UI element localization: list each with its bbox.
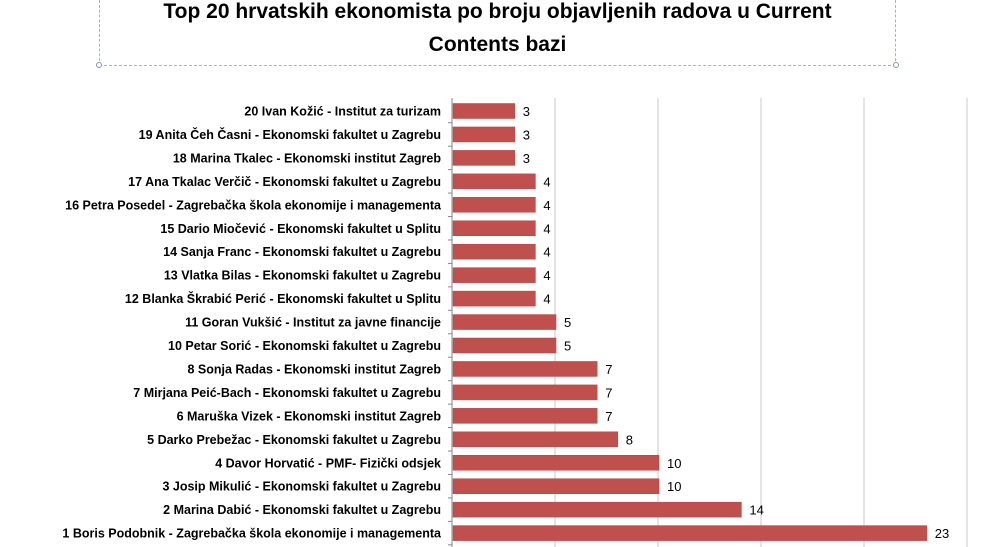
bar [452, 267, 536, 283]
data-label: 7 [605, 385, 612, 400]
category-label: 5 Darko Prebežac - Ekonomski fakultet u … [147, 433, 441, 447]
bar [452, 431, 619, 448]
data-label: 4 [543, 268, 550, 283]
category-label: 15 Dario Miočević - Ekonomski fakultet u… [160, 222, 441, 236]
bar [452, 384, 598, 401]
resize-handle-left[interactable] [96, 62, 102, 68]
bar [452, 197, 536, 213]
data-label: 8 [626, 432, 633, 447]
bar [452, 314, 557, 330]
data-label: 10 [667, 479, 681, 494]
data-label: 3 [523, 127, 530, 142]
grid-lines [448, 98, 968, 547]
data-label: 5 [564, 339, 571, 354]
category-label: 20 Ivan Kožić - Institut za turizam [244, 105, 441, 119]
data-label: 4 [543, 174, 550, 189]
bar [452, 290, 536, 307]
bar [452, 126, 516, 143]
data-label: 4 [543, 221, 550, 236]
resize-handle-right[interactable] [893, 62, 899, 68]
category-label: 6 Maruška Vizek - Ekonomski institut Zag… [177, 409, 442, 423]
bar [452, 408, 598, 424]
data-label: 4 [543, 198, 550, 213]
category-label: 10 Petar Sorić - Ekonomski fakultet u Za… [168, 339, 441, 353]
category-label: 16 Petra Posedel - Zagrebačka škola ekon… [65, 198, 442, 212]
category-label: 14 Sanja Franc - Ekonomski fakultet u Za… [163, 245, 441, 259]
data-label: 4 [543, 245, 550, 260]
data-label: 3 [523, 151, 530, 166]
bars [452, 103, 928, 541]
chart-title: Top 20 hrvatskih ekonomista po broju obj… [163, 0, 832, 56]
bar [452, 525, 928, 541]
bar [452, 501, 742, 518]
bar [452, 220, 536, 236]
data-label: 10 [667, 456, 681, 471]
data-label: 4 [543, 292, 550, 307]
chart-title-frame[interactable] [96, 0, 899, 68]
bar [452, 103, 516, 119]
category-label: 13 Vlatka Bilas - Ekonomski fakultet u Z… [164, 269, 441, 283]
data-label: 14 [749, 503, 763, 518]
category-label: 4 Davor Horvatić - PMF- Fizički odsjek [215, 456, 441, 470]
category-label: 7 Mirjana Peić-Bach - Ekonomski fakultet… [133, 386, 441, 400]
category-label: 8 Sonja Radas - Ekonomski institut Zagre… [187, 362, 441, 376]
data-label: 7 [605, 409, 612, 424]
bar [452, 478, 660, 494]
bar [452, 337, 557, 354]
bar [452, 455, 660, 471]
category-label: 11 Goran Vukšić - Institut za javne fina… [185, 316, 441, 330]
data-label: 23 [935, 526, 949, 541]
bar [452, 173, 536, 190]
category-label: 12 Blanka Škrabić Perić - Ekonomski faku… [125, 291, 441, 306]
bar [452, 243, 536, 260]
category-label: 1 Boris Podobnik - Zagrebačka škola ekon… [62, 527, 442, 541]
category-label: 18 Marina Tkalec - Ekonomski institut Za… [173, 151, 441, 165]
data-label: 5 [564, 315, 571, 330]
category-label: 17 Ana Tkalac Verčič - Ekonomski fakulte… [128, 175, 441, 189]
category-labels: 20 Ivan Kožić - Institut za turizam 19 An… [62, 105, 442, 541]
category-label: 19 Anita Čeh Časni - Ekonomski fakultet … [139, 127, 441, 142]
bar [452, 361, 598, 377]
bar [452, 150, 516, 166]
data-label: 3 [523, 104, 530, 119]
category-label: 3 Josip Mikulić - Ekonomski fakultet u Z… [162, 480, 441, 494]
category-label: 2 Marina Dabić - Ekonomski fakultet u Za… [163, 503, 441, 517]
data-label: 7 [605, 362, 612, 377]
